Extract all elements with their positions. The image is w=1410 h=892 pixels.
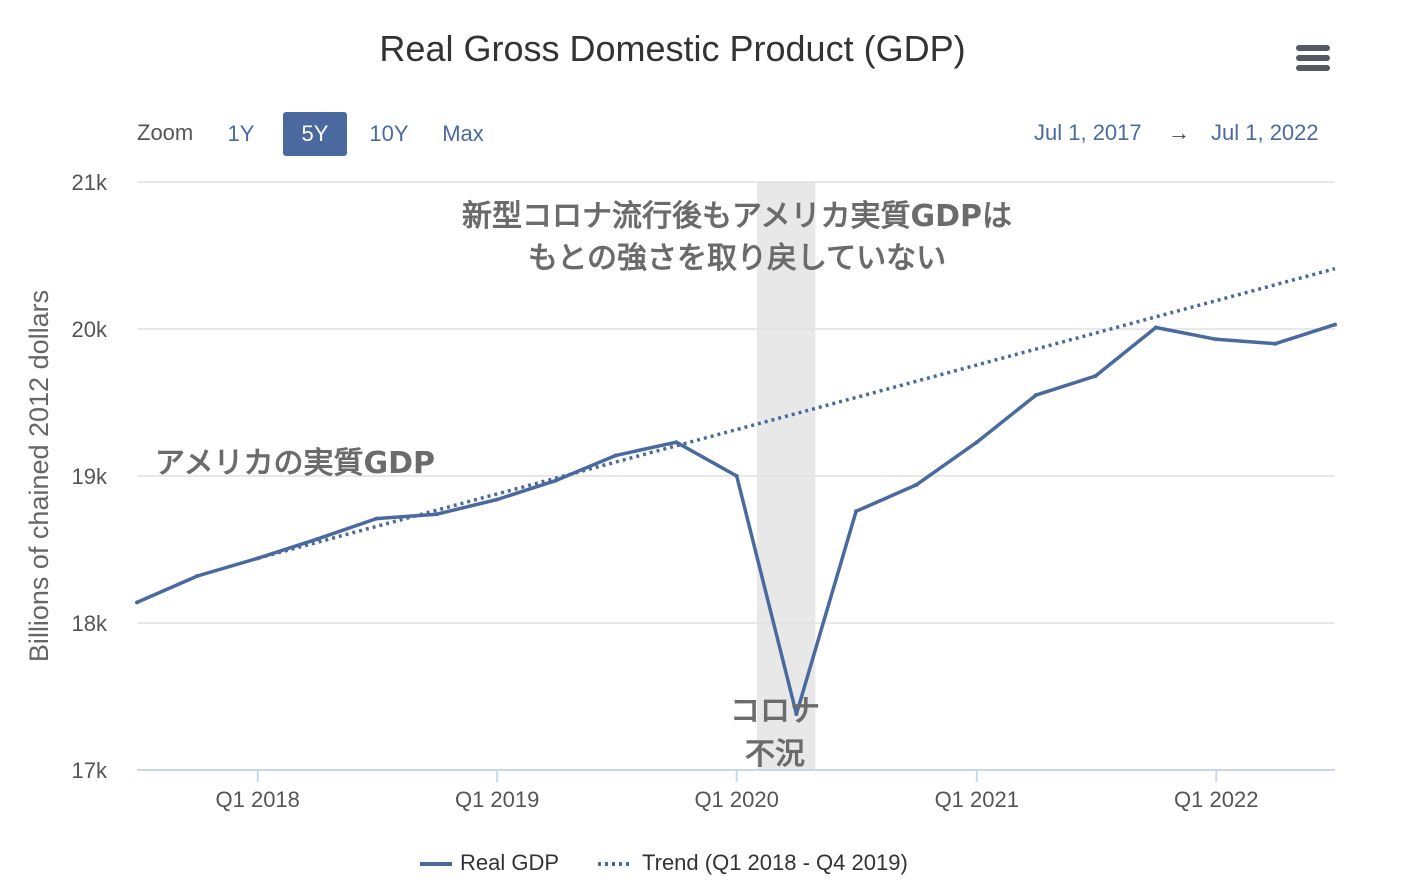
- real-gdp-point[interactable]: [914, 482, 919, 487]
- zoom-5y-button[interactable]: 5Y: [283, 112, 347, 156]
- real-gdp-point[interactable]: [1153, 325, 1158, 330]
- real-gdp-point[interactable]: [374, 516, 379, 521]
- real-gdp-point[interactable]: [1273, 341, 1278, 346]
- y-axis-title: Billions of chained 2012 dollars: [24, 290, 54, 662]
- range-end-input[interactable]: Jul 1, 2022: [1211, 120, 1319, 145]
- gridlines: [137, 181, 1335, 624]
- real-gdp-point[interactable]: [135, 600, 139, 605]
- y-tick-label: 17k: [72, 758, 108, 783]
- y-tick-label: 18k: [72, 611, 108, 636]
- hamburger-menu-icon[interactable]: [1290, 40, 1336, 76]
- zoom-max-button[interactable]: Max: [442, 121, 484, 146]
- x-tick-label: Q1 2020: [694, 787, 778, 812]
- real-gdp-point[interactable]: [1093, 374, 1098, 379]
- real-gdp-point[interactable]: [734, 474, 739, 478]
- zoom-label: Zoom: [137, 120, 194, 145]
- legend-real-gdp[interactable]: Real GDP: [460, 850, 560, 875]
- real-gdp-point[interactable]: [674, 440, 679, 445]
- zoom-1y-button[interactable]: 1Y: [227, 121, 255, 146]
- annotation-top-line1: 新型コロナ流行後もアメリカ実質GDPは: [462, 199, 1012, 234]
- y-tick-labels: 17k 18k 19k 20k 21k: [72, 170, 108, 783]
- annotation-top-line2: もとの強さを取り戻していない: [528, 241, 946, 276]
- real-gdp-point[interactable]: [1033, 393, 1038, 398]
- real-gdp-point[interactable]: [794, 712, 799, 717]
- y-tick-label: 21k: [72, 170, 108, 195]
- annotation-covid-line2: 不況: [745, 737, 805, 772]
- real-gdp-point[interactable]: [255, 556, 260, 561]
- y-tick-label: 20k: [72, 317, 108, 342]
- real-gdp-point[interactable]: [854, 509, 859, 514]
- annotation-covid-line1: コロナ: [730, 694, 820, 729]
- range-arrow: →: [1168, 120, 1190, 145]
- real-gdp-point[interactable]: [495, 497, 500, 502]
- range-start-input[interactable]: Jul 1, 2017: [1034, 120, 1142, 145]
- real-gdp-point[interactable]: [195, 573, 200, 578]
- legend-trend[interactable]: Trend (Q1 2018 - Q4 2019): [642, 850, 908, 875]
- real-gdp-point[interactable]: [1214, 337, 1219, 342]
- real-gdp-point[interactable]: [613, 453, 618, 458]
- real-gdp-line: [136, 322, 1336, 716]
- y-tick-label: 19k: [72, 464, 108, 489]
- annotation-left-label: アメリカの実質GDP: [155, 446, 435, 481]
- real-gdp-point[interactable]: [974, 440, 979, 445]
- x-tick-labels: Q1 2018 Q1 2019 Q1 2020 Q1 2021 Q1 2022: [216, 770, 1258, 812]
- real-gdp-point[interactable]: [314, 537, 319, 542]
- real-gdp-points: [135, 322, 1337, 717]
- x-tick-label: Q1 2019: [455, 787, 539, 812]
- real-gdp-point[interactable]: [554, 478, 559, 483]
- chart-title: Real Gross Domestic Product (GDP): [379, 28, 966, 69]
- real-gdp-point[interactable]: [434, 512, 439, 517]
- x-tick-label: Q1 2021: [935, 787, 1019, 812]
- x-tick-label: Q1 2018: [216, 787, 300, 812]
- zoom-10y-button[interactable]: 10Y: [369, 121, 409, 146]
- x-tick-label: Q1 2022: [1174, 787, 1258, 812]
- real-gdp-point[interactable]: [1333, 322, 1337, 327]
